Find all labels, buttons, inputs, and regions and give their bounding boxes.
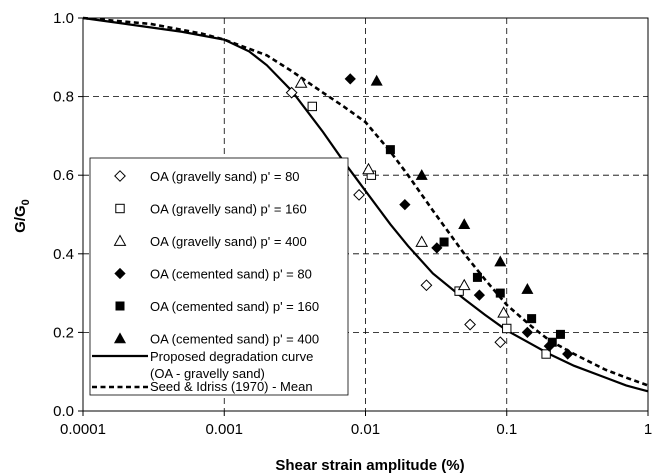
legend-marker: [115, 203, 125, 214]
data-point: [370, 74, 383, 86]
y-axis-title-main: G/G: [12, 205, 29, 233]
legend-label: OA (cemented sand) p' = 400: [150, 332, 319, 347]
tick-labels: 0.0001 0.001 0.01 0.1 1 0.0 0.2 0.4 0.6 0.8 1.0: [53, 10, 652, 438]
data-point: [495, 288, 505, 298]
data-point: [464, 318, 476, 331]
data-point: [307, 101, 317, 112]
data-point: [497, 306, 510, 318]
y-tick-label: 1.0: [53, 10, 74, 27]
x-axis-title: Shear strain amplitude (%): [275, 457, 464, 474]
data-point: [541, 349, 551, 359]
data-point: [362, 162, 375, 175]
x-tick-label: 0.001: [205, 421, 243, 438]
x-tick-label: 1: [644, 421, 652, 438]
legend-label: (OA - gravelly sand): [150, 366, 265, 381]
y-axis-title: G/G0: [12, 199, 32, 233]
data-point: [294, 76, 308, 88]
legend-marker: [113, 234, 127, 246]
data-point: [457, 278, 471, 291]
legend-marker: [115, 301, 125, 311]
y-tick-label: 0.8: [53, 89, 74, 106]
data-point: [562, 348, 574, 360]
data-point: [399, 199, 411, 211]
x-tick-label: 0.01: [351, 421, 380, 438]
data-point: [502, 323, 512, 334]
y-tick-label: 0.4: [53, 246, 74, 263]
seed-idriss-curve: [82, 16, 649, 387]
legend-label: OA (cemented sand) p' = 160: [150, 299, 319, 314]
data-point: [472, 272, 482, 282]
legend-label: OA (gravelly sand) p' = 160: [150, 202, 307, 217]
data-point: [415, 235, 429, 247]
data-point: [415, 169, 428, 180]
data-point: [439, 237, 449, 247]
data-point: [344, 73, 356, 85]
legend-marker: [114, 267, 126, 280]
legend-label: OA (cemented sand) p' = 80: [150, 267, 312, 282]
data-point: [494, 336, 507, 349]
data-point: [521, 283, 534, 294]
data-point: [473, 289, 485, 301]
y-tick-label: 0.6: [53, 167, 74, 184]
legend-label: Proposed degradation curve: [150, 349, 313, 364]
y-tick-label: 0.0: [53, 403, 74, 420]
data-point: [353, 188, 365, 201]
data-point: [458, 218, 471, 230]
data-point: [555, 329, 565, 339]
data-point: [527, 314, 537, 324]
legend: OA (gravelly sand) p' = 80 OA (gravelly s…: [89, 157, 349, 396]
curves: [82, 16, 649, 393]
x-tick-label: 0.1: [496, 421, 517, 438]
legend-marker: [113, 332, 127, 344]
y-tick-label: 0.2: [53, 324, 74, 341]
legend-marker: [114, 170, 126, 182]
legend-label: OA (gravelly sand) p' = 80: [150, 169, 300, 184]
legend-label: OA (gravelly sand) p' = 400: [150, 234, 307, 249]
x-tick-label: 0.0001: [60, 421, 106, 438]
data-point: [454, 286, 464, 296]
y-axis-title-subscript: 0: [20, 199, 32, 205]
data-point: [285, 86, 298, 99]
legend-label: Seed & Idriss (1970) - Mean: [150, 379, 313, 394]
data-point: [420, 279, 433, 292]
data-points: [285, 73, 574, 360]
data-point: [385, 145, 395, 155]
data-point: [494, 255, 507, 267]
data-point: [521, 326, 534, 339]
data-point: [547, 337, 557, 347]
